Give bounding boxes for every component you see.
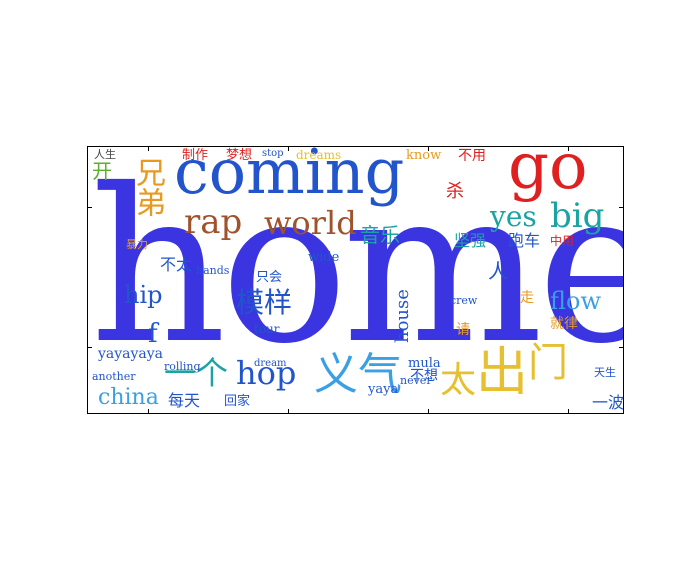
word-crew: crew [450, 294, 478, 307]
word-wide: wide [308, 250, 340, 265]
word-cn-zhizuo: 制作 [182, 148, 209, 163]
word-cn-men: 门 [528, 340, 568, 386]
word-home: home [90, 146, 624, 390]
word-cn-baoli: 暴力 [126, 238, 148, 251]
word-flow: flow [550, 287, 601, 315]
word-cn-jianqiang: 坚强 [454, 231, 487, 250]
word-f: f [148, 319, 158, 349]
word-yaya: yaya [368, 382, 399, 397]
word-tour: tour [254, 322, 280, 336]
word-cn-huijia: 回家 [224, 394, 251, 409]
tick-mark [148, 147, 149, 151]
word-cn-rensheng: 人生 [94, 148, 116, 161]
wordcloud-frame: home coming go big yes rap world hop flo… [87, 146, 624, 414]
word-cn-zhongyong: 中用 [550, 234, 575, 248]
word-cn-yige: 一个 [164, 354, 229, 392]
tick-mark [568, 409, 569, 413]
word-cn-chu: 出 [476, 343, 529, 403]
word-cn-paoche: 跑车 [508, 231, 541, 250]
word-cn-zou: 走 [520, 290, 534, 306]
word-go: go [508, 146, 588, 204]
tick-mark [619, 207, 623, 208]
word-cn-butai: 不太 [160, 255, 193, 274]
word-cn-qing: 请 [456, 322, 470, 338]
word-coming: coming [174, 146, 405, 208]
tick-mark [88, 347, 92, 348]
word-cn-yibo: 一波 [592, 393, 624, 412]
word-world: world [264, 204, 357, 242]
word-cn-yinyue: 音乐 [360, 223, 400, 247]
tick-mark [568, 147, 569, 151]
tick-mark [88, 207, 92, 208]
word-cn-tai: 太 [440, 360, 477, 401]
word-never: never [400, 374, 432, 387]
word-mula: mula [408, 356, 441, 371]
word-cn-mengxiang: 梦想 [226, 148, 253, 163]
word-cn-buxiang: 不想 [410, 368, 438, 384]
word-yayayaya: yayayaya [98, 346, 164, 362]
word-china: china [98, 385, 159, 410]
word-hip: hip [124, 281, 163, 309]
word-know: know [406, 148, 442, 163]
tick-mark [288, 409, 289, 413]
word-cn-meitian: 每天 [168, 391, 201, 410]
word-dreams: dreams [296, 148, 342, 162]
word-cn-kai: 开 [92, 159, 112, 183]
tick-mark [288, 147, 289, 151]
word-cn-buyong: 不用 [458, 148, 486, 164]
word-another: another [92, 370, 136, 383]
word-dream: dream [254, 358, 287, 369]
tick-mark [428, 147, 429, 151]
word-cn-zhihui: 只会 [256, 270, 283, 285]
word-cn-ren: 人 [488, 259, 508, 283]
word-rap: rap [184, 202, 243, 242]
word-yes: yes [490, 200, 537, 233]
word-cn-sha: 杀 [446, 181, 464, 202]
word-rolling: rolling [164, 360, 201, 373]
tick-mark [428, 409, 429, 413]
tick-mark [148, 409, 149, 413]
word-cn-muyang: 模样 [236, 286, 293, 319]
word-house: house [392, 289, 413, 343]
word-cn-yiqi: 义气 [314, 349, 402, 400]
word-cn-jiulv: 就律 [550, 316, 578, 332]
word-big: big [550, 196, 605, 236]
word-stop: stop [262, 148, 284, 159]
word-cn-xiongdi: 兄弟 [130, 157, 165, 217]
word-hop: hop [236, 354, 297, 392]
tick-mark [619, 347, 623, 348]
word-hands: hands [196, 264, 230, 277]
word-cn-tiansheng: 天生 [594, 366, 616, 379]
